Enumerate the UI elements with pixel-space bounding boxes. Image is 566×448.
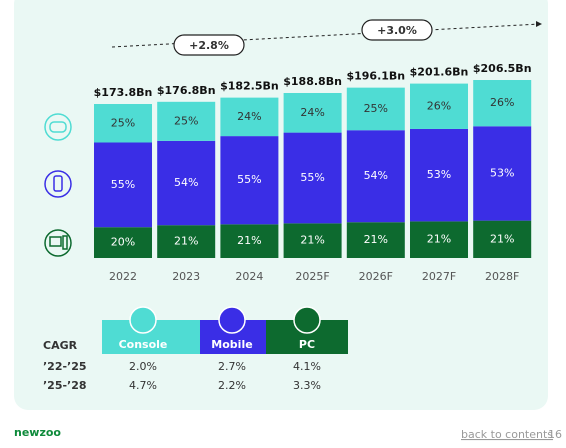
bar-segment — [346, 130, 405, 223]
total-label: $196.1Bn — [346, 70, 405, 83]
data-label: 26% — [427, 99, 451, 112]
data-label: 54% — [174, 176, 198, 189]
table-header-label: Mobile — [211, 338, 252, 351]
bar-segment — [157, 140, 216, 226]
data-label: 55% — [237, 173, 261, 186]
bar-segment — [220, 224, 279, 258]
table-title: CAGR — [43, 339, 78, 352]
arrow-head — [536, 21, 542, 27]
total-label: $173.8Bn — [94, 86, 153, 99]
data-label: 21% — [300, 234, 324, 247]
x-tick-label: 2023 — [172, 270, 200, 283]
mobile-icon — [44, 170, 72, 198]
table-cell: 3.3% — [293, 379, 321, 392]
data-label: 21% — [427, 233, 451, 246]
bar-segment — [410, 83, 468, 129]
total-label: $188.8Bn — [283, 75, 342, 88]
bar-segment — [346, 87, 405, 131]
page-number: 16 — [548, 428, 562, 441]
header-icon — [129, 306, 157, 334]
bar-segment — [157, 101, 216, 141]
pc-icon — [44, 229, 72, 257]
bar-segment — [283, 132, 342, 224]
data-label: 25% — [111, 116, 135, 129]
annotation-pill — [361, 19, 433, 41]
data-label: 55% — [300, 171, 324, 184]
bar-segment — [283, 92, 342, 133]
table-cell: 2.0% — [129, 360, 157, 373]
bar-segment — [346, 222, 405, 258]
x-tick-label: 2025F — [295, 270, 329, 283]
table-cell: 4.7% — [129, 379, 157, 392]
data-label: 24% — [237, 110, 261, 123]
annotation: +2.8% — [189, 39, 229, 52]
total-label: $182.5Bn — [220, 80, 279, 93]
x-tick-label: 2022 — [109, 270, 137, 283]
total-label: $201.6Bn — [410, 66, 469, 79]
header-icon — [293, 306, 321, 334]
data-label: 54% — [364, 169, 388, 182]
console-icon — [44, 113, 72, 141]
table-header-label: Console — [119, 338, 168, 351]
row-label: ’25-’28 — [43, 379, 87, 392]
data-label: 20% — [111, 236, 135, 249]
x-tick-label: 2024 — [235, 270, 263, 283]
header-icon — [218, 306, 246, 334]
data-label: 53% — [490, 166, 514, 179]
annotation-pill — [173, 34, 245, 56]
bar-segment — [220, 136, 279, 225]
bar-segment — [157, 225, 216, 258]
data-label: 21% — [174, 235, 198, 248]
data-label: 21% — [237, 234, 261, 247]
data-label: 25% — [364, 102, 388, 115]
table-cell: 4.1% — [293, 360, 321, 373]
table-cell: 2.2% — [218, 379, 246, 392]
data-label: 55% — [111, 178, 135, 191]
bar-segment — [473, 80, 532, 127]
x-tick-label: 2026F — [359, 270, 393, 283]
bar-segment — [94, 104, 152, 143]
bar-segment — [410, 128, 468, 222]
data-label: 24% — [300, 106, 324, 119]
bar-segment — [410, 221, 468, 258]
bar-segment — [220, 97, 279, 137]
table-cell: 2.7% — [218, 360, 246, 373]
bar-segment — [473, 220, 532, 258]
total-label: $206.5Bn — [473, 62, 532, 75]
bar-segment — [94, 227, 152, 258]
data-label: 53% — [427, 168, 451, 181]
x-tick-label: 2028F — [485, 270, 519, 283]
icons — [44, 113, 72, 257]
annotation: +3.0% — [377, 24, 417, 37]
data-label: 21% — [490, 232, 514, 245]
bar-segment — [94, 142, 152, 228]
row-label: ’22-’25 — [43, 360, 87, 373]
x-tick-label: 2027F — [422, 270, 456, 283]
data-label: 26% — [490, 96, 514, 109]
data-label: 25% — [174, 114, 198, 127]
data-label: 21% — [364, 233, 388, 246]
link[interactable]: back to contents — [461, 428, 553, 441]
bar-segment — [283, 223, 342, 258]
table-header-label: PC — [299, 338, 315, 351]
total-label: $176.8Bn — [157, 84, 216, 97]
logo: newzoo — [14, 426, 61, 439]
bar-segment — [473, 126, 532, 221]
